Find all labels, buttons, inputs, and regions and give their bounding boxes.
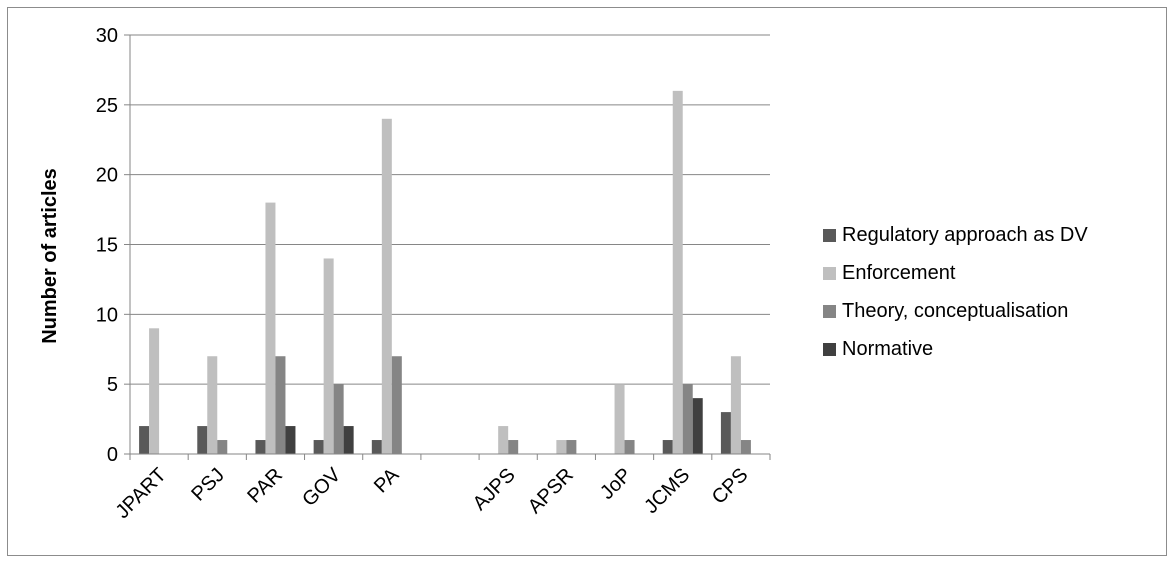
- bar-theory-conceptualisation-par: [275, 356, 286, 454]
- axes: [124, 34, 771, 460]
- y-tick-label: 20: [96, 165, 118, 187]
- y-axis-label: Number of articles: [39, 168, 61, 344]
- bar-regulatory-approach-as-dv-cps: [720, 412, 731, 454]
- legend: Regulatory approach as DV Enforcement Theo…: [823, 216, 1088, 368]
- bar-enforcement-jop: [614, 384, 625, 454]
- bar-theory-conceptualisation-cps: [740, 440, 751, 454]
- y-tick-label: 25: [96, 95, 118, 117]
- legend-swatch: [823, 304, 836, 318]
- bar-normative-gov: [343, 426, 354, 454]
- x-tick-label: PSJ: [187, 464, 228, 505]
- legend-label: Enforcement: [842, 261, 956, 284]
- x-tick-label: AJPS: [469, 464, 520, 515]
- bar-theory-conceptualisation-ajps: [508, 440, 519, 454]
- x-tick-label: JoP: [596, 464, 636, 504]
- bar-regulatory-approach-as-dv-psj: [197, 426, 208, 454]
- legend-item: Regulatory approach as DV: [823, 216, 1088, 254]
- y-tick-label: 5: [107, 374, 118, 396]
- legend-swatch: [823, 228, 836, 242]
- bar-theory-conceptualisation-gov: [333, 384, 344, 454]
- bar-regulatory-approach-as-dv-par: [255, 440, 266, 454]
- bar-regulatory-approach-as-dv-jcms: [662, 440, 673, 454]
- bar-theory-conceptualisation-apsr: [566, 440, 577, 454]
- bar-regulatory-approach-as-dv-pa: [371, 440, 382, 454]
- legend-label: Normative: [842, 337, 934, 360]
- y-tick-label: 0: [107, 444, 118, 466]
- legend-item: Enforcement: [823, 254, 1088, 292]
- y-tick-labels: 0 5 10 15 20 25 30: [96, 25, 118, 466]
- bar-enforcement-gov: [323, 258, 334, 454]
- y-tick-label: 10: [96, 304, 118, 326]
- gridlines: [130, 34, 770, 385]
- bar-enforcement-pa: [381, 118, 392, 455]
- bars: [139, 90, 751, 455]
- bar-regulatory-approach-as-dv-gov: [313, 440, 324, 454]
- bar-enforcement-jpart: [149, 328, 160, 454]
- bar-enforcement-apsr: [556, 440, 567, 454]
- legend-swatch: [823, 266, 836, 280]
- bar-enforcement-psj: [207, 356, 218, 454]
- y-tick-label: 30: [96, 25, 118, 47]
- bar-enforcement-ajps: [498, 426, 509, 454]
- bar-theory-conceptualisation-pa: [391, 356, 402, 454]
- x-tick-label: JPART: [112, 464, 171, 523]
- legend-item: Theory, conceptualisation: [823, 292, 1088, 330]
- bar-enforcement-par: [265, 202, 276, 454]
- x-tick-label: GOV: [298, 464, 345, 511]
- x-tick-labels: JPART PSJ PAR GOV PA AJPS APSR JoP JCMS CPS: [112, 464, 753, 524]
- bar-theory-conceptualisation-psj: [217, 440, 228, 454]
- x-tick-label: CPS: [708, 464, 753, 509]
- bar-theory-conceptualisation-jcms: [682, 384, 693, 454]
- x-tick-label: PAR: [243, 464, 287, 508]
- bar-regulatory-approach-as-dv-jpart: [139, 426, 150, 454]
- legend-item: Normative: [823, 330, 1088, 368]
- bar-enforcement-cps: [730, 356, 741, 454]
- x-tick-label: PA: [370, 464, 404, 498]
- legend-label: Theory, conceptualisation: [842, 299, 1069, 322]
- legend-swatch: [823, 342, 836, 356]
- legend-label: Regulatory approach as DV: [842, 223, 1088, 246]
- x-tick-label: APSR: [524, 464, 578, 518]
- bar-chart: 0 5 10 15 20 25 30 JPART PSJ PAR GOV PA AJPS APSR JoP…: [39, 25, 771, 524]
- bar-normative-jcms: [692, 398, 703, 454]
- chart-frame: 0 5 10 15 20 25 30 JPART PSJ PAR GOV PA AJPS APSR JoP…: [7, 7, 1167, 556]
- bar-theory-conceptualisation-jop: [624, 440, 635, 454]
- bar-normative-par: [285, 426, 296, 454]
- y-tick-label: 15: [96, 235, 118, 257]
- x-tick-label: JCMS: [640, 464, 694, 518]
- bar-enforcement-jcms: [672, 90, 683, 454]
